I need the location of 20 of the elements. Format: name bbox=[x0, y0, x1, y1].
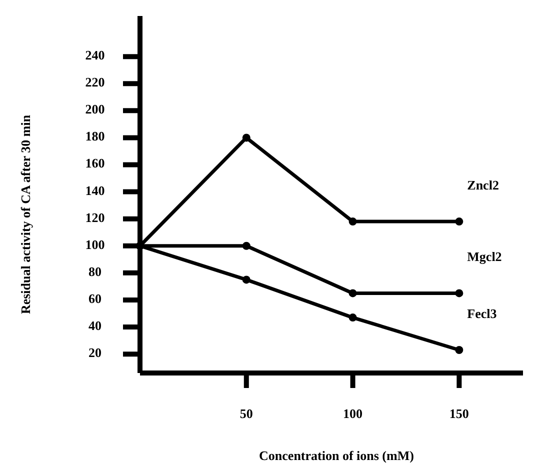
y-tick-label: 140 bbox=[85, 182, 105, 198]
y-tick-label: 160 bbox=[85, 156, 105, 171]
y-tick-label: 120 bbox=[85, 210, 105, 225]
y-tick-label: 40 bbox=[88, 318, 102, 334]
text: Zncl2 bbox=[467, 178, 499, 193]
y-tick-label: 20 bbox=[88, 345, 102, 360]
text: Mgcl2 bbox=[467, 249, 502, 264]
text: Fecl3 bbox=[467, 306, 498, 322]
x-tick-label: 100 bbox=[343, 406, 363, 421]
y-tick-label: 100 bbox=[85, 236, 105, 252]
y-tick-label: 80 bbox=[88, 264, 102, 279]
y-tick-label: 60 bbox=[88, 290, 102, 306]
x-tick-label: 50 bbox=[240, 406, 253, 421]
x-tick-label: 150 bbox=[449, 406, 469, 421]
y-tick-label: 200 bbox=[85, 102, 105, 117]
x-axis-title: Concentration of ions (mM) bbox=[259, 448, 414, 463]
y-tick-label: 180 bbox=[85, 128, 105, 144]
y-tick-label: 240 bbox=[85, 48, 105, 63]
y-tick-label: 220 bbox=[85, 74, 105, 90]
y-axis-title: Residual activity of CA after 30 min bbox=[18, 114, 33, 314]
